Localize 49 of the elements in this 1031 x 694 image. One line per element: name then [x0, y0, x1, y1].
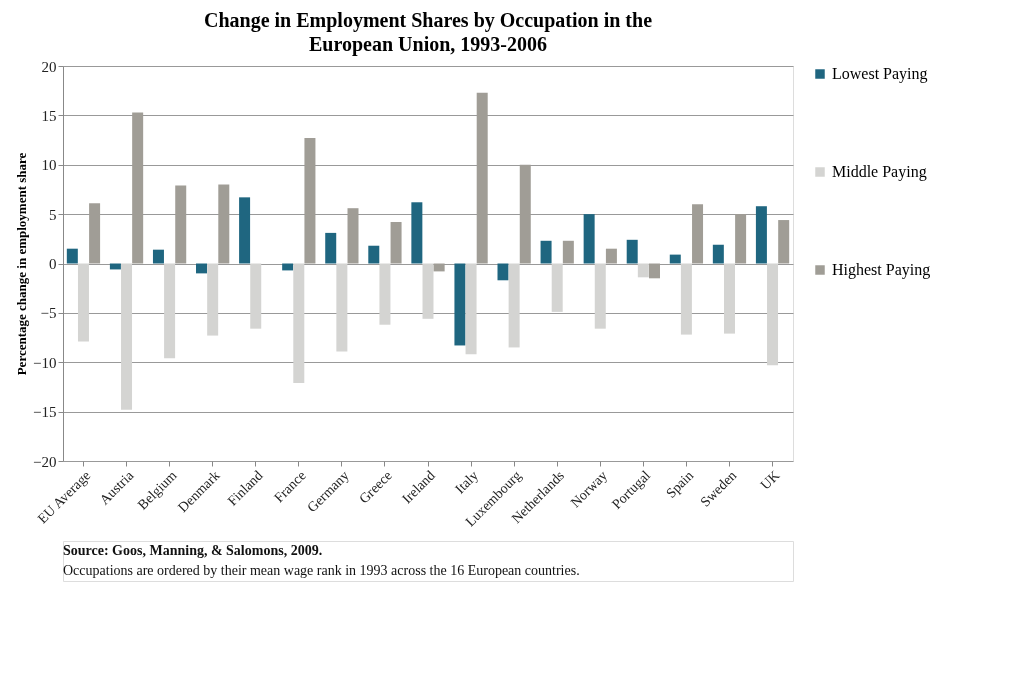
bar: [583, 214, 595, 264]
y-axis-title: Percentage change in employment share: [14, 152, 30, 376]
bar: [712, 244, 724, 264]
bar: [767, 263, 779, 366]
text: Occupations are ordered by their mean wage rank in 1993 across the 16 European countries.: [63, 563, 580, 578]
legend-label: Highest Paying: [832, 261, 931, 279]
legend-label: Lowest Paying: [832, 65, 928, 83]
bar: [368, 245, 380, 264]
bar: [121, 263, 133, 410]
bar: [325, 232, 337, 264]
y-tick-label: −10: [33, 354, 57, 371]
y-tick-label: −5: [40, 305, 57, 322]
bar: [411, 202, 423, 264]
y-tick-label: 10: [41, 157, 57, 174]
chart-title: Change in Employment Shares by Occupation in the European Union, 1993-2006: [203, 9, 653, 56]
bar: [293, 263, 305, 383]
bar: [465, 263, 477, 355]
bar: [669, 254, 681, 264]
bar: [379, 263, 391, 325]
bar: [336, 263, 348, 352]
legend-label: Middle Paying: [832, 163, 927, 181]
y-tick-label: 20: [41, 58, 57, 75]
bar: [508, 263, 520, 348]
y-tick-label: −15: [33, 404, 57, 421]
bar: [637, 263, 649, 278]
bar: [594, 263, 606, 329]
bar: [626, 239, 638, 264]
bar: [755, 206, 767, 264]
y-tick-label: 0: [49, 256, 57, 272]
bar: [723, 263, 735, 334]
bar: [540, 240, 552, 264]
bar: [454, 263, 466, 346]
y-tick-label: 5: [49, 206, 57, 223]
bar: [250, 263, 262, 329]
x-tick-label: UK: [757, 467, 783, 493]
bar: [196, 263, 208, 274]
source-note: Source: Goos, Manning, & Salomons, 2009.: [63, 543, 323, 558]
bar: [66, 248, 78, 264]
bar: [239, 197, 251, 264]
bar: [680, 263, 692, 335]
bar: [551, 263, 563, 312]
bar: [422, 263, 434, 319]
bar: [152, 249, 164, 264]
bar: [77, 263, 89, 342]
bar: [497, 263, 509, 281]
bar: [164, 263, 176, 359]
bar: [207, 263, 219, 336]
y-tick-label: −20: [33, 453, 57, 470]
y-tick-label: 15: [41, 107, 57, 124]
